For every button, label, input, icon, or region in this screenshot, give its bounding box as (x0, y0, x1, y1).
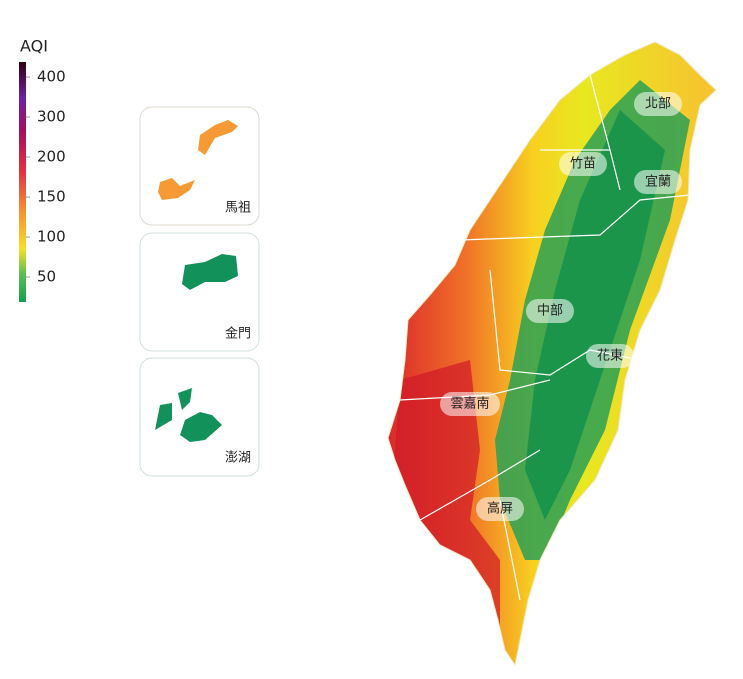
region-label: 北部 (645, 97, 671, 112)
island-label: 馬祖 (225, 201, 251, 216)
lowest-zone (525, 110, 665, 520)
island-shape (158, 178, 195, 200)
legend-title: AQI (20, 37, 48, 56)
legend-tick-label: 100 (37, 228, 66, 246)
region-label: 高屏 (487, 501, 513, 517)
legend-tick-label: 200 (37, 148, 66, 166)
region-pill (440, 392, 500, 416)
island-cards (139, 106, 260, 477)
region-label: 中部 (537, 304, 563, 319)
region-label: 宜蘭 (645, 175, 671, 190)
legend-tick-label: 400 (37, 68, 66, 86)
region-label: 竹苗 (570, 157, 596, 172)
island-shape (182, 254, 238, 290)
island-label: 金門 (225, 326, 251, 342)
legend-tick-label: 50 (37, 268, 56, 286)
legend-tick-label: 150 (37, 188, 66, 206)
island-shape (198, 120, 238, 155)
taiwan (388, 42, 716, 665)
legend-ticks: 400 300 200 150 100 50 (26, 68, 66, 286)
region-label: 雲嘉南 (450, 396, 489, 412)
region-pill (586, 344, 634, 368)
legend-tick-label: 300 (37, 108, 66, 126)
region-pill (476, 497, 524, 521)
color-bar (19, 62, 26, 302)
island-shape (155, 388, 222, 442)
region-label: 花東 (597, 348, 623, 364)
region-pill (559, 152, 607, 176)
region-pill (634, 92, 682, 116)
region-pill (526, 299, 574, 323)
region-pill (634, 170, 682, 194)
island-label: 澎湖 (225, 451, 251, 466)
